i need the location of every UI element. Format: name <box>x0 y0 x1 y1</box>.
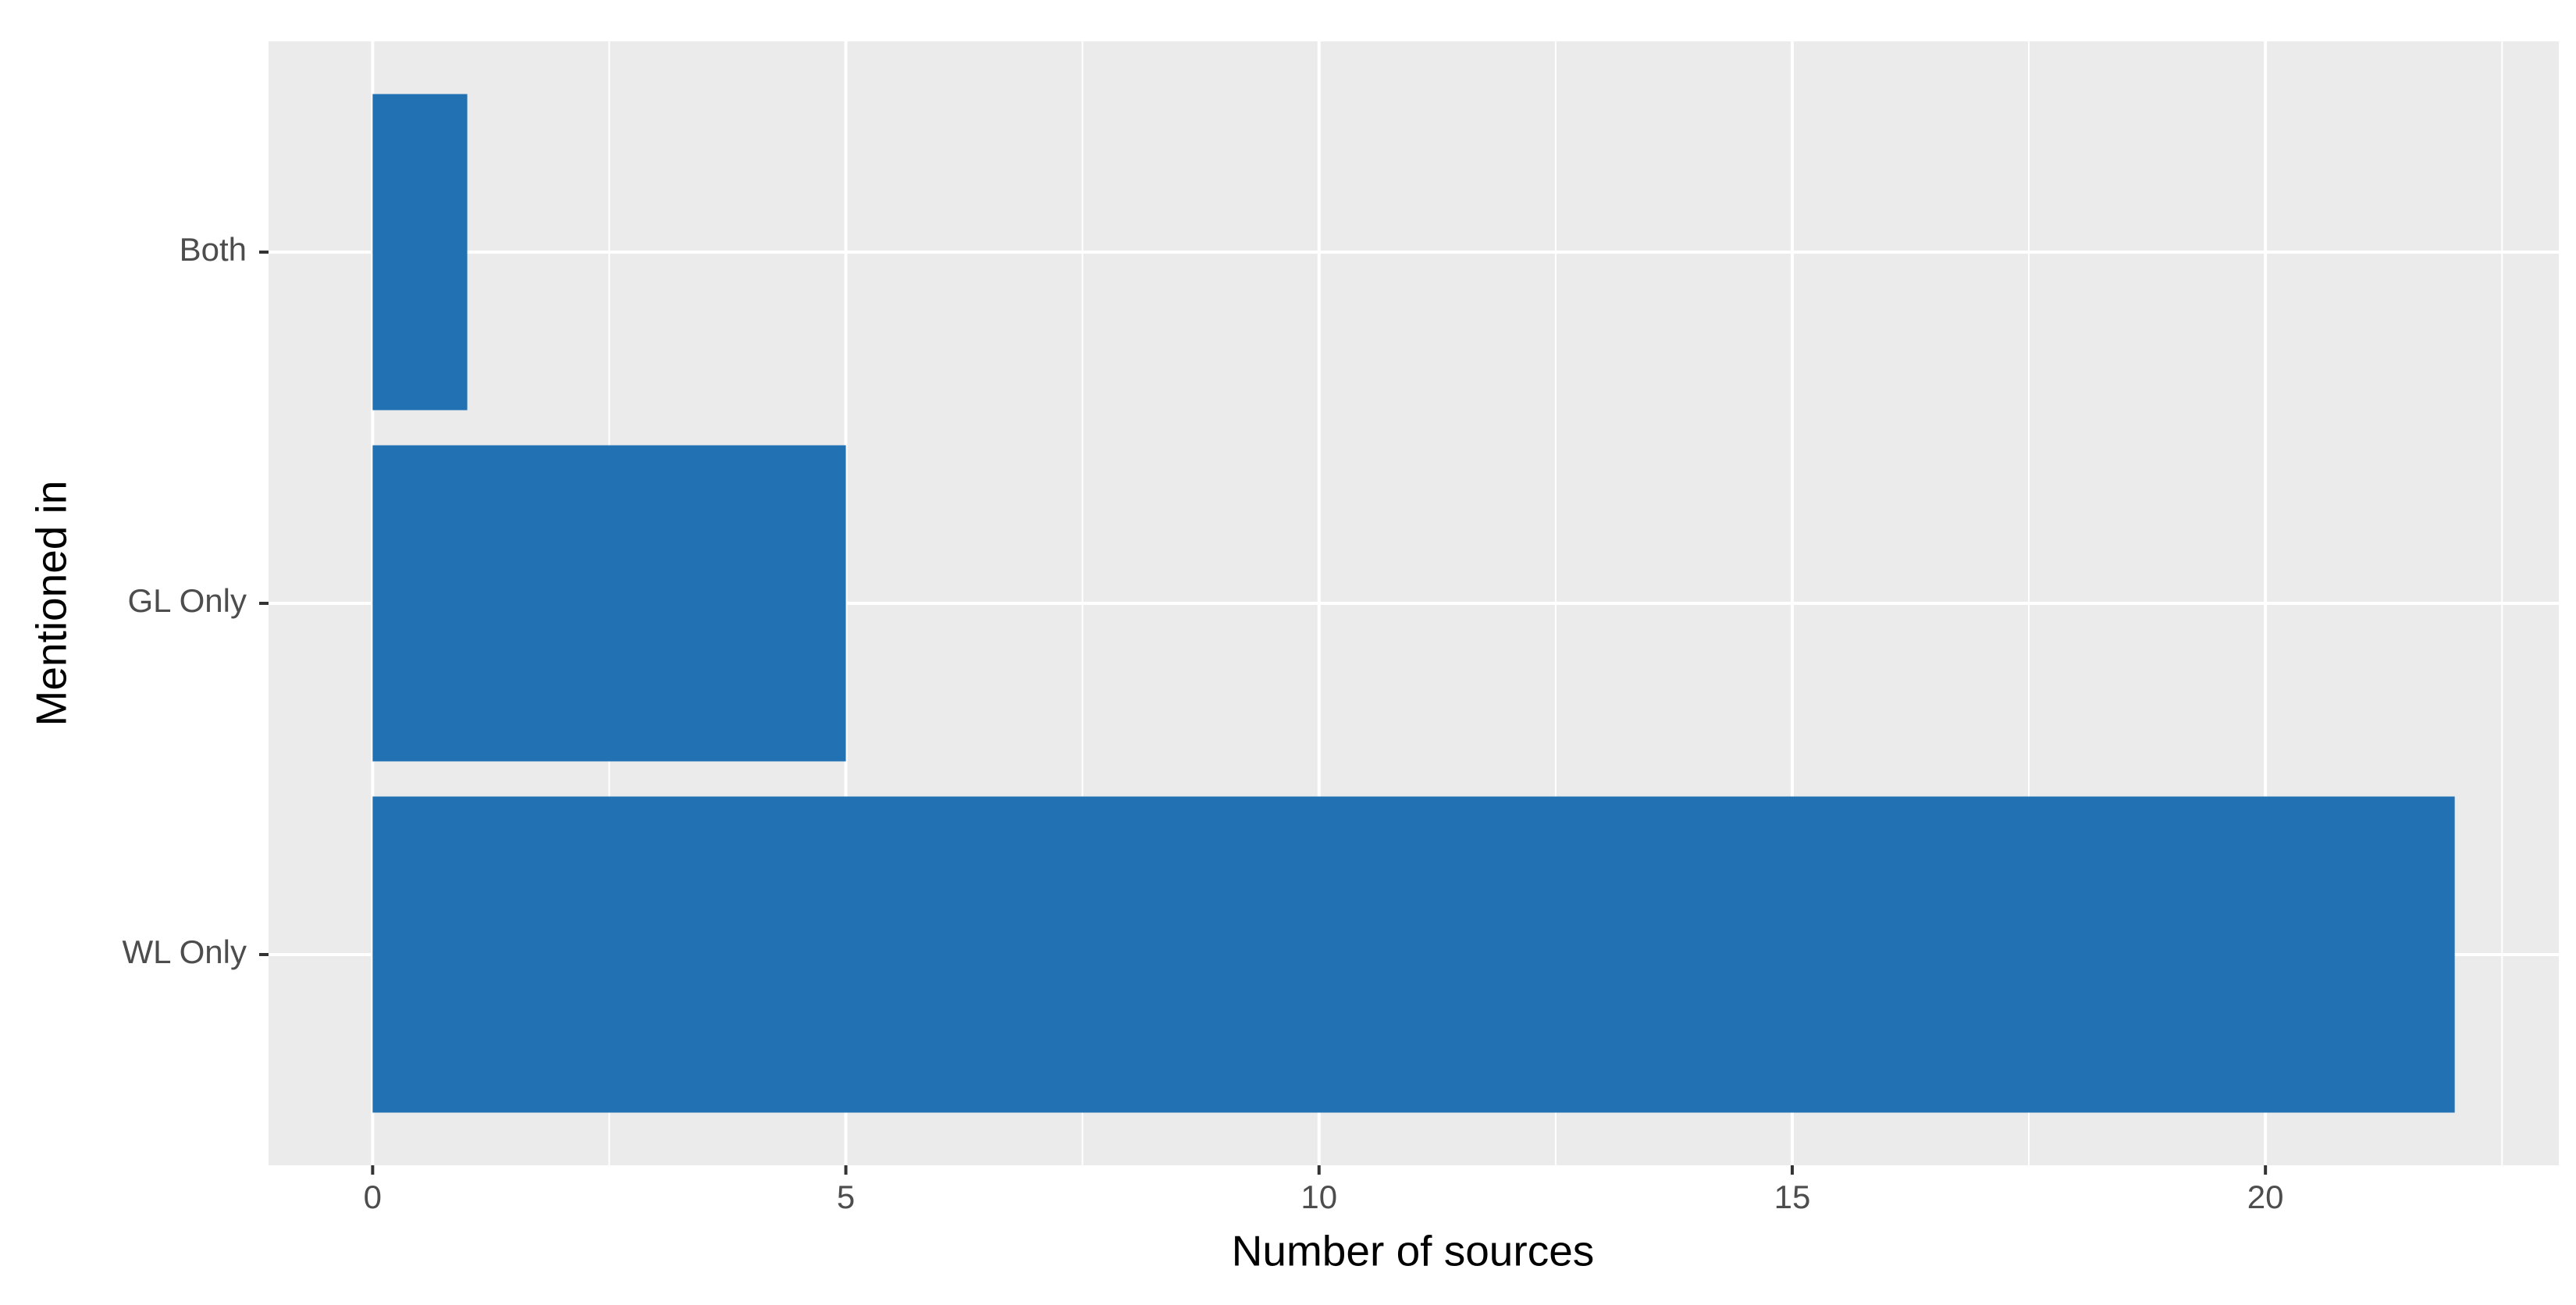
bar <box>372 445 846 762</box>
x-tick-label: 5 <box>837 1179 855 1215</box>
y-axis-title: Mentioned in <box>27 481 76 727</box>
y-tick-label: Both <box>180 231 247 268</box>
x-tick-label: 15 <box>1774 1179 1811 1215</box>
y-tick-label: WL Only <box>123 933 247 970</box>
x-tick-label: 10 <box>1300 1179 1337 1215</box>
bar <box>372 94 468 411</box>
x-tick-label: 0 <box>364 1179 382 1215</box>
bar <box>372 796 2455 1113</box>
x-tick-label: 20 <box>2247 1179 2284 1215</box>
y-tick-label: GL Only <box>128 582 247 619</box>
x-axis-title: Number of sources <box>1232 1227 1595 1275</box>
